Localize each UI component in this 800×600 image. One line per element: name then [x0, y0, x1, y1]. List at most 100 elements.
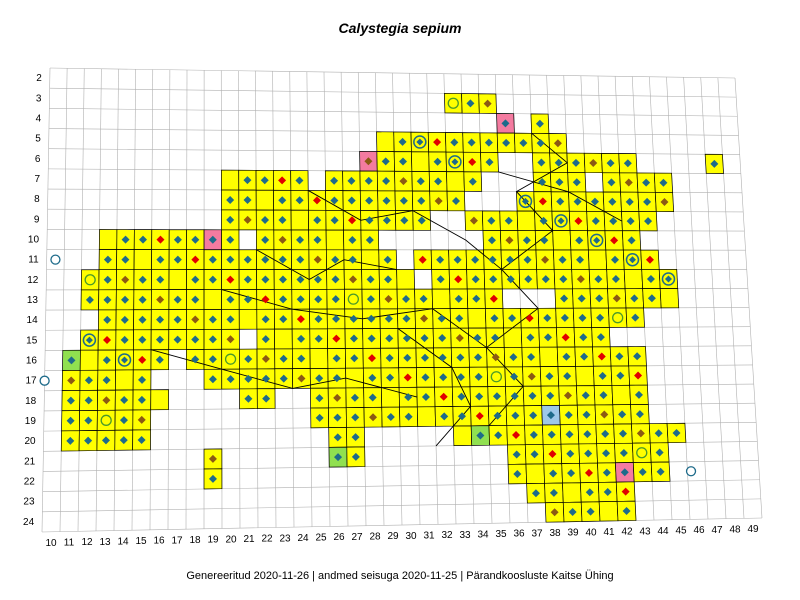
- row-label: 6: [35, 154, 41, 165]
- row-label: 13: [27, 295, 39, 306]
- column-label: 44: [657, 526, 669, 537]
- occurrence-diamond: [156, 315, 165, 324]
- column-label: 29: [387, 531, 399, 542]
- occurrence-diamond: [102, 376, 111, 385]
- occurrence-diamond: [278, 255, 287, 264]
- ring-symbol: [448, 155, 462, 169]
- occurrence-diamond: [451, 197, 460, 206]
- occupied-cell: [516, 210, 536, 231]
- occurrence-diamond: [473, 333, 482, 342]
- occurrence-symbols: [39, 97, 719, 517]
- occurrence-diamond: [421, 392, 430, 401]
- occurrence-diamond: [348, 255, 357, 264]
- occurrence-diamond: [226, 195, 235, 204]
- occurrence-diamond: [654, 429, 663, 438]
- occurrence-diamond: [403, 373, 412, 382]
- occupied-cell: [562, 482, 582, 503]
- map-title: Calystegia sepium: [338, 20, 462, 36]
- open-circle-symbol: [84, 274, 96, 286]
- column-label: 48: [729, 525, 741, 536]
- row-label: 15: [26, 335, 38, 346]
- occurrence-diamond: [314, 314, 323, 323]
- occurrence-diamond: [528, 391, 537, 400]
- occurrence-diamond: [103, 255, 112, 264]
- occurrence-diamond: [599, 391, 608, 400]
- occurrence-diamond: [330, 176, 339, 185]
- occupied-cell: [344, 288, 363, 310]
- occurrence-diamond: [332, 334, 341, 343]
- occurrence-diamond: [472, 294, 481, 303]
- occupied-cell: [79, 349, 99, 371]
- column-label: 43: [639, 526, 651, 537]
- occurrence-diamond: [137, 395, 146, 404]
- occurrence-diamond: [490, 314, 499, 323]
- occupied-cell: [467, 308, 487, 329]
- occurrence-diamond: [138, 335, 147, 344]
- occurrence-diamond: [418, 255, 427, 264]
- column-label: 12: [81, 537, 93, 548]
- occurrence-diamond: [529, 430, 538, 439]
- occurrence-diamond: [138, 375, 147, 384]
- occurrence-diamond: [365, 236, 374, 245]
- occupied-cell: [486, 366, 506, 387]
- occupied-cell: [525, 463, 545, 484]
- open-circle-symbol: [490, 371, 502, 383]
- occurrence-diamond: [506, 255, 515, 264]
- column-labels: 10 11 12 13 14 15 16 17 18 19 20 21 22 23 24 25 26 27 28 29…: [45, 524, 759, 549]
- occurrence-diamond: [612, 294, 621, 303]
- occurrence-diamond: [545, 372, 554, 381]
- occurrence-diamond: [85, 295, 94, 304]
- occurrence-diamond: [489, 294, 498, 303]
- column-label: 42: [621, 527, 633, 538]
- occurrence-diamond: [314, 334, 323, 343]
- occurrence-diamond: [575, 236, 584, 245]
- occurrence-diamond: [243, 275, 252, 284]
- occupied-cell: [255, 189, 275, 211]
- occurrence-diamond: [348, 216, 357, 225]
- occurrence-diamond: [278, 196, 287, 205]
- column-label: 17: [171, 535, 183, 546]
- open-circle-symbol: [447, 97, 459, 109]
- occurrence-diamond: [333, 393, 342, 402]
- occurrence-diamond: [554, 158, 563, 167]
- occurrence-diamond: [450, 138, 459, 147]
- occurrence-diamond: [313, 216, 322, 225]
- column-label: 39: [567, 528, 579, 539]
- occurrence-diamond: [367, 354, 376, 363]
- occurrence-diamond: [208, 355, 217, 364]
- occurrence-diamond: [615, 352, 624, 361]
- occurrence-diamond: [505, 236, 514, 245]
- occurrence-diamond: [101, 436, 110, 445]
- occurrence-diamond: [564, 410, 573, 419]
- row-label: 11: [28, 255, 39, 266]
- occurrence-diamond: [606, 159, 615, 168]
- occurrence-diamond: [155, 335, 164, 344]
- column-label: 25: [315, 533, 327, 544]
- occurrence-diamond: [484, 138, 493, 147]
- occurrence-diamond: [475, 392, 484, 401]
- occurrence-diamond: [351, 452, 360, 461]
- column-label: 32: [441, 530, 453, 541]
- occurrence-diamond: [563, 391, 572, 400]
- occurrence-diamond: [439, 373, 448, 382]
- open-circle-symbol: [100, 414, 112, 426]
- column-label: 14: [117, 536, 129, 547]
- occurrence-diamond: [672, 428, 681, 437]
- occurrence-diamond: [541, 255, 550, 264]
- occurrence-diamond: [191, 355, 200, 364]
- occurrence-diamond: [602, 468, 611, 477]
- occurrence-diamond: [577, 294, 586, 303]
- occurrence-diamond: [332, 314, 341, 323]
- occurrence-diamond: [226, 275, 235, 284]
- row-label: 19: [25, 416, 37, 427]
- occurrence-diamond: [420, 334, 429, 343]
- region-border: [498, 171, 623, 222]
- occurrence-diamond: [630, 294, 639, 303]
- ring-symbol: [117, 353, 132, 367]
- row-label: 5: [35, 134, 41, 145]
- open-circle-symbol: [612, 312, 624, 324]
- row-label: 23: [23, 497, 35, 508]
- occurrence-diamond: [566, 449, 575, 458]
- occurrence-diamond: [208, 335, 217, 344]
- occurrence-diamond: [483, 99, 492, 108]
